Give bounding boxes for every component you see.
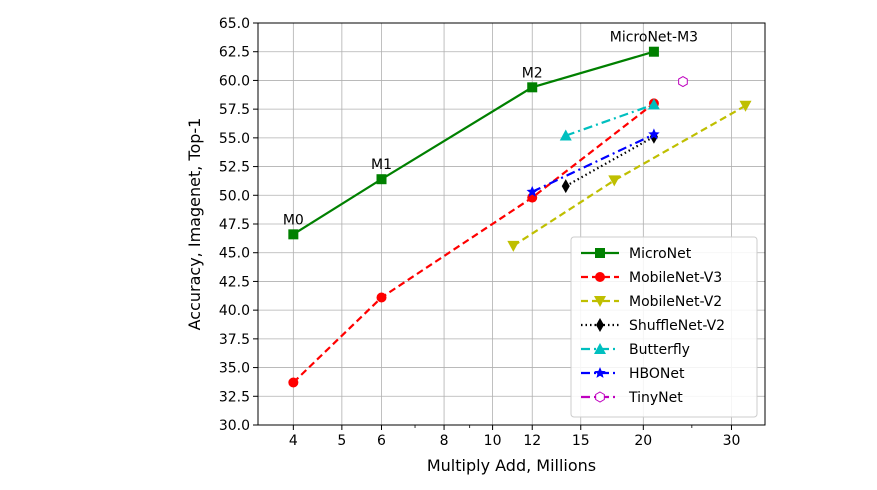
marker-square <box>595 248 605 258</box>
y-tick-label: 32.5 <box>219 389 250 405</box>
annotation-label: M0 <box>283 212 304 228</box>
annotation-label: M2 <box>522 65 543 81</box>
annotation-label: M1 <box>371 157 392 173</box>
legend-label: Butterfly <box>629 342 690 358</box>
marker-star <box>526 185 538 197</box>
legend-label: TinyNet <box>628 390 683 406</box>
legend-entry: HBONet <box>581 366 685 382</box>
marker-circle <box>376 292 387 303</box>
legend-entry: TinyNet <box>581 390 683 406</box>
marker-star <box>594 367 606 378</box>
marker-hexagon <box>595 391 605 403</box>
x-tick-label: 10 <box>484 433 502 449</box>
series-mobilenet-v2 <box>507 100 752 252</box>
y-tick-label: 45.0 <box>219 246 250 262</box>
legend-label: MicroNet <box>629 246 692 262</box>
y-tick-label: 52.5 <box>219 160 250 176</box>
y-tick-label: 30.0 <box>219 418 250 434</box>
y-tick-label: 62.5 <box>219 45 250 61</box>
x-tick-label: 20 <box>634 433 652 449</box>
marker-triangle-down <box>594 296 606 307</box>
legend: MicroNet MobileNet-V3 MobileNet-V2 ShuffleN… <box>570 236 758 418</box>
marker-star <box>648 128 660 140</box>
series-hbonet <box>526 128 660 197</box>
y-tick-label: 55.0 <box>219 131 250 147</box>
marker-square <box>648 46 659 57</box>
y-tick-label: 50.0 <box>219 188 250 204</box>
y-tick-label: 42.5 <box>219 274 250 290</box>
y-tick-label: 57.5 <box>219 102 250 118</box>
x-tick-label: 12 <box>523 433 541 449</box>
marker-circle <box>595 272 605 282</box>
marker-triangle-up <box>559 129 572 141</box>
y-tick-label: 37.5 <box>219 332 250 348</box>
x-tick-label: 4 <box>289 433 298 449</box>
legend-entry: MobileNet-V2 <box>581 294 722 310</box>
series-line <box>565 103 655 137</box>
series-line <box>292 50 655 236</box>
x-tick-label: 8 <box>440 433 449 449</box>
marker-triangle-down <box>507 240 520 252</box>
marker-hexagon <box>678 76 688 88</box>
marker-square <box>288 229 299 240</box>
series-line <box>292 102 655 384</box>
y-tick-label: 47.5 <box>219 217 250 233</box>
legend-entry: Butterfly <box>581 342 690 358</box>
y-tick-label: 40.0 <box>219 303 250 319</box>
marker-circle <box>288 377 299 388</box>
legend-label: HBONet <box>629 366 685 382</box>
legend-label: ShuffleNet-V2 <box>629 318 725 334</box>
legend-box <box>570 236 758 418</box>
series-tinynet <box>678 76 688 88</box>
series-line <box>531 133 655 193</box>
x-tick-label: 6 <box>377 433 386 449</box>
x-tick-label: 15 <box>572 433 590 449</box>
series-line <box>512 104 747 247</box>
axis-ticks: 30.0 32.5 35.0 37.5 40.0 42.5 45.0 47.5 50.0 52.5… <box>219 16 741 449</box>
marker-square <box>376 174 387 185</box>
y-tick-label: 60.0 <box>219 73 250 89</box>
annotations: M0 M1 M2 MicroNet-M3 <box>283 30 698 229</box>
marker-triangle-down <box>739 100 752 112</box>
series-line <box>565 135 655 188</box>
y-tick-label: 35.0 <box>219 361 250 377</box>
marker-square <box>527 82 538 93</box>
annotation-label: MicroNet-M3 <box>610 30 698 46</box>
series-butterfly <box>559 98 660 141</box>
marker-diamond <box>561 179 570 194</box>
x-axis-title: Multiply Add, Millions <box>427 456 596 475</box>
series-lines <box>288 46 752 388</box>
marker-triangle-down <box>608 175 621 187</box>
marker-triangle-up <box>647 98 660 110</box>
y-axis-title: Accuracy, Imagenet, Top-1 <box>185 118 204 331</box>
legend-label: MobileNet-V3 <box>629 270 722 286</box>
series-micronet <box>288 46 659 240</box>
legend-entry: ShuffleNet-V2 <box>581 318 725 334</box>
marker-diamond <box>596 318 604 332</box>
x-tick-label: 30 <box>723 433 741 449</box>
x-tick-label: 5 <box>337 433 346 449</box>
legend-label: MobileNet-V2 <box>629 294 722 310</box>
marker-triangle-up <box>594 343 606 354</box>
legend-entry: MicroNet <box>581 246 692 262</box>
legend-entry: MobileNet-V3 <box>581 270 722 286</box>
y-tick-label: 65.0 <box>219 16 250 32</box>
